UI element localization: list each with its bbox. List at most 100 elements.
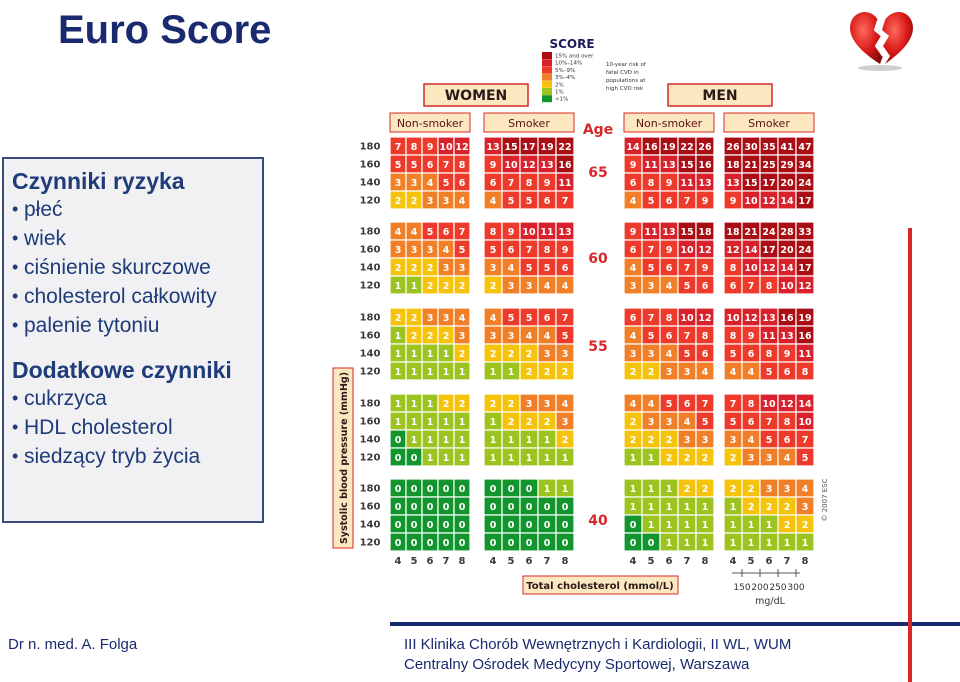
risk-value: 2 [395,196,402,207]
risk-value: 5 [526,313,533,324]
risk-value: 5 [684,281,691,292]
risk-value: 5 [508,196,515,207]
risk-value: 12 [522,160,535,171]
risk-value: 7 [459,227,466,238]
risk-value: 4 [562,281,569,292]
cholesterol-tick: 8 [802,556,809,567]
women-non-smoker-label: Non-smoker [397,117,464,130]
risk-value: 0 [459,502,466,513]
risk-factors-box: Czynniki ryzyka płeć wiek ciśnienie skur… [2,157,264,523]
risk-value: 6 [459,178,466,189]
risk-value: 1 [395,331,402,342]
risk-value: 0 [562,538,569,549]
age-group-label: 55 [588,339,607,355]
sbp-tick: 160 [360,502,381,513]
risk-value: 4 [508,263,515,274]
risk-value: 0 [459,484,466,495]
risk-value: 1 [526,453,533,464]
risk-value: 10 [680,245,694,256]
risk-value: 14 [780,263,794,274]
risk-value: 1 [648,453,655,464]
cholesterol-tick: 7 [443,556,450,567]
risk-value: 7 [648,313,655,324]
risk-value: 3 [490,263,497,274]
risk-value: 2 [411,313,418,324]
risk-value: 7 [526,245,533,256]
risk-value: 1 [666,538,673,549]
risk-value: 5 [562,331,569,342]
risk-value: 2 [630,367,637,378]
legend-note: 10-year risk of fatal CVD in populations a… [606,62,647,92]
age-label: Age [583,122,613,138]
risk-value: 26 [726,142,740,153]
risk-value: 2 [702,453,709,464]
risk-value: 5 [443,178,450,189]
sbp-tick: 160 [360,245,381,256]
risk-value: 0 [490,484,497,495]
risk-value: 25 [762,160,775,171]
risk-value: 6 [702,349,709,360]
risk-cell [453,190,471,210]
risk-value: 7 [702,399,709,410]
risk-factor-item: wiek [12,224,254,253]
x-axis-label: Total cholesterol (mmol/L) [526,581,673,592]
risk-value: 10 [762,399,776,410]
risk-value: 2 [526,417,533,428]
risk-value: 0 [395,502,402,513]
age-group-label: 40 [588,513,608,529]
footer-divider [390,622,960,626]
risk-value: 4 [666,281,673,292]
risk-value: 5 [648,196,655,207]
risk-value: 2 [490,281,497,292]
risk-value: 1 [395,349,402,360]
risk-value: 13 [540,160,553,171]
risk-value: 24 [762,227,776,238]
risk-value: 5 [427,227,434,238]
risk-value: 15 [744,178,757,189]
risk-value: 11 [644,227,657,238]
risk-value: 1 [459,453,466,464]
risk-factors-heading: Czynniki ryzyka [12,168,185,194]
cholesterol-tick: 7 [784,556,791,567]
risk-value: 9 [702,196,709,207]
risk-value: 0 [490,502,497,513]
risk-value: 3 [684,435,691,446]
risk-cell [695,361,715,381]
risk-value: 0 [411,538,418,549]
sbp-tick: 140 [360,178,381,189]
risk-value: 1 [802,538,809,549]
risk-value: 16 [798,331,812,342]
risk-value: 14 [780,196,794,207]
risk-value: 6 [490,178,497,189]
sbp-tick: 180 [360,484,381,495]
risk-value: 8 [648,178,655,189]
risk-value: 1 [666,484,673,495]
risk-value: 8 [702,331,709,342]
risk-value: 5 [490,245,497,256]
risk-value: 0 [648,538,655,549]
age-group-label: 65 [588,165,607,181]
risk-value: 4 [562,399,569,410]
risk-value: 1 [702,538,709,549]
risk-value: 8 [748,399,755,410]
risk-value: 11 [644,160,657,171]
risk-value: 4 [630,399,637,410]
risk-value: 6 [544,196,551,207]
risk-value: 0 [443,502,450,513]
risk-value: 6 [666,196,673,207]
risk-value: 0 [508,484,515,495]
legend-label: 3%–4% [555,75,575,81]
risk-value: 1 [459,417,466,428]
risk-value: 0 [427,502,434,513]
risk-value: 4 [395,227,402,238]
risk-value: 5 [526,196,533,207]
risk-value: 8 [730,263,737,274]
risk-value: 9 [702,263,709,274]
risk-value: 3 [544,399,551,410]
risk-value: 10 [726,313,740,324]
risk-value: 19 [798,313,811,324]
risk-factor-item: płeć [12,195,254,224]
risk-value: 17 [798,263,811,274]
risk-value: 2 [427,281,434,292]
men-non-smoker-label: Non-smoker [636,117,703,130]
